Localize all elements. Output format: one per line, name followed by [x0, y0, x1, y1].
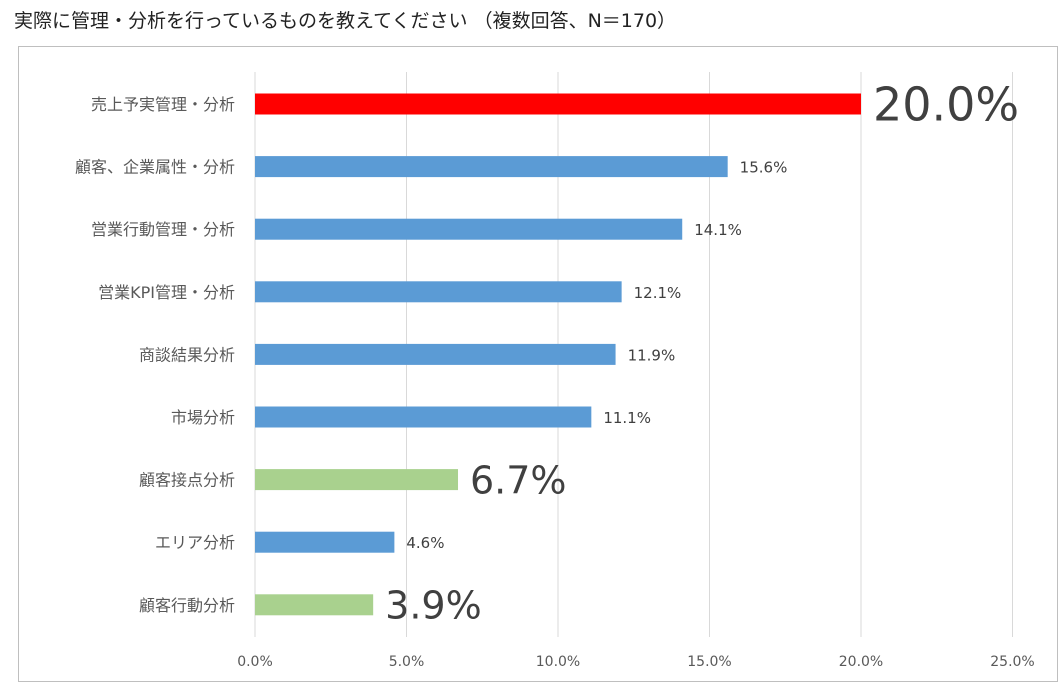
x-tick-label: 25.0%: [990, 654, 1034, 670]
value-label: 11.1%: [603, 409, 651, 427]
category-label: 顧客行動分析: [139, 596, 235, 615]
value-label: 6.7%: [470, 458, 567, 502]
bar: [255, 281, 622, 303]
x-tick-label: 0.0%: [237, 654, 273, 670]
bar: [255, 218, 683, 240]
x-tick-label: 5.0%: [389, 654, 425, 670]
chart-title: 実際に管理・分析を行っているものを教えてください （複数回答、N＝170）: [14, 10, 677, 32]
bar: [255, 594, 374, 616]
value-label: 11.9%: [628, 346, 676, 364]
category-label: 市場分析: [171, 408, 235, 427]
labels: 0.0% 5.0% 10.0% 15.0% 20.0% 25.0% 売上予実管理・分析 20.…: [75, 78, 1035, 670]
category-label: 営業行動管理・分析: [91, 220, 235, 239]
bar: [255, 343, 616, 365]
value-label: 20.0%: [873, 78, 1019, 132]
x-tick-label: 20.0%: [839, 654, 883, 670]
category-label: 顧客接点分析: [139, 471, 235, 490]
category-label: 売上予実管理・分析: [91, 95, 235, 114]
bars: [255, 93, 861, 616]
value-label: 15.6%: [740, 159, 788, 177]
x-tick-label: 10.0%: [536, 654, 580, 670]
bar: [255, 406, 592, 428]
chart-frame: 0.0% 5.0% 10.0% 15.0% 20.0% 25.0% 売上予実管理・分析 20.…: [18, 46, 1058, 682]
value-label: 3.9%: [385, 583, 482, 627]
bar: [255, 156, 728, 178]
bar-chart: 0.0% 5.0% 10.0% 15.0% 20.0% 25.0% 売上予実管理・分析 20.…: [75, 72, 1035, 670]
bar: [255, 93, 861, 115]
value-label: 4.6%: [406, 534, 444, 552]
category-label: エリア分析: [155, 533, 235, 552]
bar: [255, 531, 395, 553]
x-tick-label: 15.0%: [687, 654, 731, 670]
value-label: 12.1%: [634, 284, 682, 302]
category-label: 商談結果分析: [139, 345, 235, 364]
value-label: 14.1%: [694, 221, 742, 239]
bar: [255, 469, 459, 491]
category-label: 営業KPI管理・分析: [98, 283, 235, 302]
category-label: 顧客、企業属性・分析: [75, 158, 235, 177]
